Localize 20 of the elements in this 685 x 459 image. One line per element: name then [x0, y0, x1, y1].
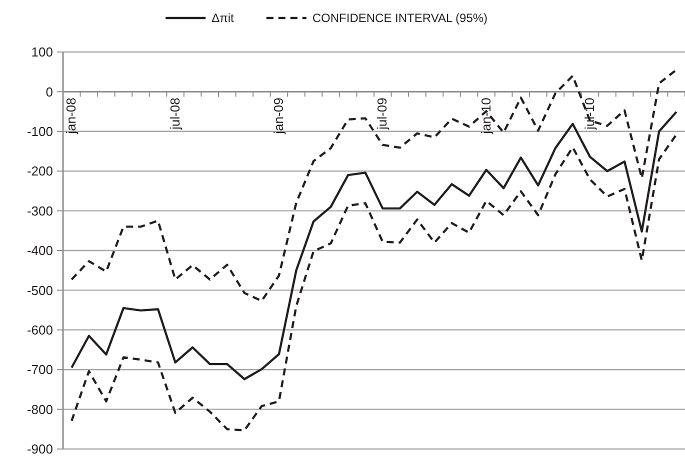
y-tick-label: 100 [31, 44, 53, 60]
y-tick-label: 0 [46, 84, 53, 100]
legend-label: Δπit [212, 11, 235, 26]
y-tick-label: -700 [26, 362, 53, 378]
x-tick-label: jul-09 [374, 98, 390, 130]
y-tick-label: -500 [26, 282, 53, 298]
x-tick-label: jul-10 [582, 98, 597, 130]
y-tick-label: -300 [26, 203, 53, 218]
x-tick-label: jan-08 [64, 98, 79, 135]
x-tick-label: jan-10 [478, 98, 494, 135]
line-series [70, 133, 678, 432]
y-tick-label: -600 [26, 322, 53, 338]
y-tick-label: -100 [26, 124, 53, 139]
y-tick-label: -800 [26, 402, 53, 417]
x-tick-label: jul-08 [167, 98, 182, 130]
y-tick-label: -400 [26, 243, 53, 258]
legend-label: CONFIDENCE INTERVAL (95%) [312, 11, 488, 26]
y-tick-label: -200 [26, 164, 53, 179]
x-tick-label: jan-09 [270, 98, 286, 135]
y-tick-label: -900 [26, 442, 53, 457]
